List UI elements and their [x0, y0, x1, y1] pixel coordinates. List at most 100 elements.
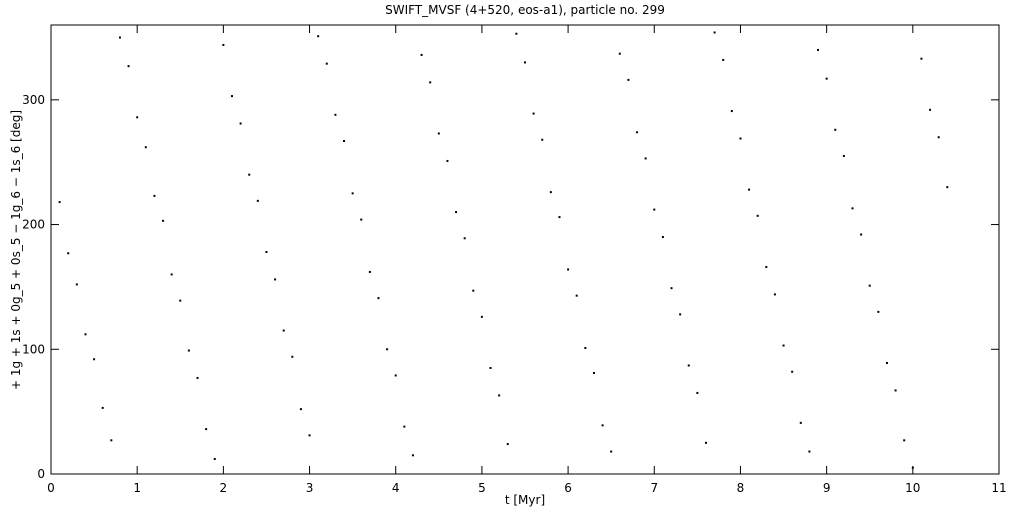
- point: [248, 173, 251, 176]
- point: [325, 62, 328, 65]
- x-tick-label: 1: [133, 481, 141, 495]
- point: [205, 428, 208, 431]
- point: [644, 157, 647, 160]
- point: [480, 315, 483, 318]
- point: [868, 284, 871, 287]
- point: [437, 132, 440, 135]
- point: [403, 425, 406, 428]
- point: [773, 293, 776, 296]
- point: [377, 297, 380, 300]
- y-tick-label: 0: [37, 467, 45, 481]
- chart-title: SWIFT_MVSF (4+520, eos-a1), particle no.…: [385, 3, 665, 17]
- point: [739, 137, 742, 140]
- point: [187, 349, 190, 352]
- point: [592, 371, 595, 374]
- point: [489, 366, 492, 369]
- point: [67, 252, 70, 255]
- point: [136, 116, 139, 119]
- point: [661, 236, 664, 239]
- point: [144, 146, 147, 149]
- point: [885, 361, 888, 364]
- y-tick-label: 200: [22, 218, 45, 232]
- point: [834, 128, 837, 131]
- point: [765, 265, 768, 268]
- x-tick-label: 11: [991, 481, 1006, 495]
- point: [782, 344, 785, 347]
- point: [653, 208, 656, 211]
- point: [575, 294, 578, 297]
- point: [911, 466, 914, 469]
- point: [411, 454, 414, 457]
- point: [463, 237, 466, 240]
- x-tick-label: 6: [564, 481, 572, 495]
- point: [110, 439, 113, 442]
- point: [610, 450, 613, 453]
- y-tick-label: 100: [22, 342, 45, 356]
- point: [118, 36, 121, 39]
- point: [799, 421, 802, 424]
- point: [334, 113, 337, 116]
- point: [274, 278, 277, 281]
- point: [532, 112, 535, 115]
- point: [75, 283, 78, 286]
- point: [394, 374, 397, 377]
- x-tick-label: 2: [220, 481, 228, 495]
- point: [239, 122, 242, 125]
- point: [282, 329, 285, 332]
- point: [213, 458, 216, 461]
- point: [230, 95, 233, 98]
- point: [679, 313, 682, 316]
- point: [946, 186, 949, 189]
- point: [291, 355, 294, 358]
- point: [894, 389, 897, 392]
- x-tick-label: 7: [650, 481, 658, 495]
- point: [455, 211, 458, 214]
- x-tick-label: 0: [47, 481, 55, 495]
- point: [877, 310, 880, 313]
- point: [860, 233, 863, 236]
- point: [360, 218, 363, 221]
- point: [265, 250, 268, 253]
- point: [429, 81, 432, 84]
- point: [851, 207, 854, 210]
- point: [636, 131, 639, 134]
- point: [84, 333, 87, 336]
- y-axis-label: + 1g + 1s + 0g_5 + 0s_5 − 1g_6 − 1s_6 [d…: [9, 110, 23, 390]
- point: [549, 191, 552, 194]
- x-tick-label: 10: [905, 481, 920, 495]
- point: [317, 35, 320, 38]
- point: [601, 424, 604, 427]
- point: [704, 441, 707, 444]
- point: [748, 188, 751, 191]
- x-tick-label: 3: [306, 481, 314, 495]
- point: [343, 139, 346, 142]
- point: [627, 78, 630, 81]
- point: [696, 391, 699, 394]
- point: [558, 216, 561, 219]
- point: [498, 394, 501, 397]
- point: [842, 154, 845, 157]
- point: [524, 61, 526, 64]
- point: [730, 110, 733, 113]
- point: [153, 194, 156, 197]
- point: [687, 364, 690, 367]
- point: [791, 370, 794, 373]
- point: [179, 299, 182, 302]
- point: [256, 199, 259, 202]
- point: [567, 268, 570, 271]
- x-tick-label: 8: [737, 481, 745, 495]
- x-axis-label: t [Myr]: [505, 493, 545, 507]
- point: [93, 358, 96, 361]
- point: [222, 43, 225, 46]
- point: [808, 450, 811, 453]
- point: [584, 347, 587, 350]
- point: [446, 159, 449, 162]
- point: [756, 214, 759, 217]
- point: [541, 138, 544, 141]
- point: [506, 443, 509, 446]
- point: [101, 406, 104, 409]
- point: [515, 32, 518, 35]
- point: [713, 31, 716, 34]
